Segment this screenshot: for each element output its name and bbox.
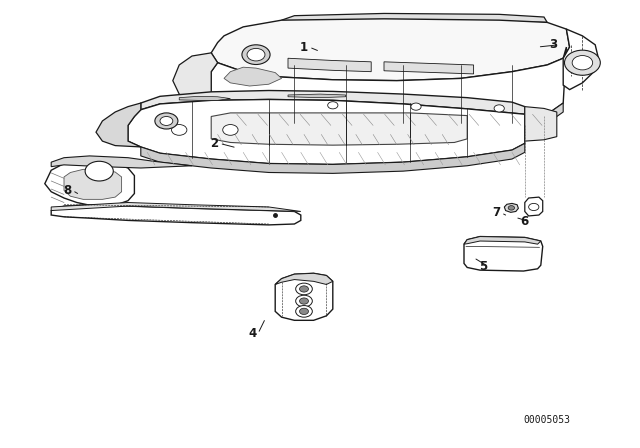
Text: 2: 2 [211,137,218,150]
Polygon shape [275,273,333,320]
Circle shape [223,125,238,135]
Polygon shape [563,29,598,90]
Circle shape [300,298,308,304]
Circle shape [172,125,187,135]
Polygon shape [128,99,525,164]
Circle shape [296,295,312,307]
Polygon shape [211,47,566,128]
Polygon shape [96,103,141,147]
Polygon shape [224,67,282,86]
Polygon shape [211,113,467,145]
Polygon shape [45,162,134,206]
Circle shape [247,48,265,61]
Circle shape [155,113,178,129]
Polygon shape [51,205,301,225]
Circle shape [296,306,312,317]
Polygon shape [384,62,474,74]
Circle shape [529,203,539,211]
Polygon shape [64,169,122,199]
Text: 8: 8 [63,184,71,197]
Polygon shape [141,143,525,173]
Circle shape [85,161,113,181]
Text: 4: 4 [249,327,257,340]
Polygon shape [141,90,525,114]
Circle shape [296,283,312,295]
Text: 00005053: 00005053 [524,415,571,425]
Polygon shape [288,94,346,98]
Circle shape [572,56,593,70]
Text: 7: 7 [492,206,500,220]
Polygon shape [464,237,541,244]
Text: 6: 6 [521,215,529,228]
Polygon shape [282,13,547,22]
Polygon shape [504,203,518,212]
Polygon shape [51,202,301,211]
Polygon shape [51,156,192,168]
Polygon shape [525,107,557,141]
Circle shape [300,308,308,314]
Circle shape [508,206,515,210]
Polygon shape [218,103,563,137]
Text: 1: 1 [300,40,308,54]
Polygon shape [525,197,543,216]
Text: 5: 5 [479,260,487,273]
Polygon shape [173,53,218,108]
Polygon shape [275,273,333,284]
Text: 3: 3 [550,38,557,52]
Polygon shape [211,19,570,81]
Circle shape [564,50,600,75]
Polygon shape [179,96,230,100]
Circle shape [300,286,308,292]
Circle shape [411,103,421,110]
Circle shape [242,45,270,65]
Polygon shape [288,58,371,72]
Circle shape [494,105,504,112]
Circle shape [328,102,338,109]
Circle shape [160,116,173,125]
Polygon shape [464,237,543,271]
